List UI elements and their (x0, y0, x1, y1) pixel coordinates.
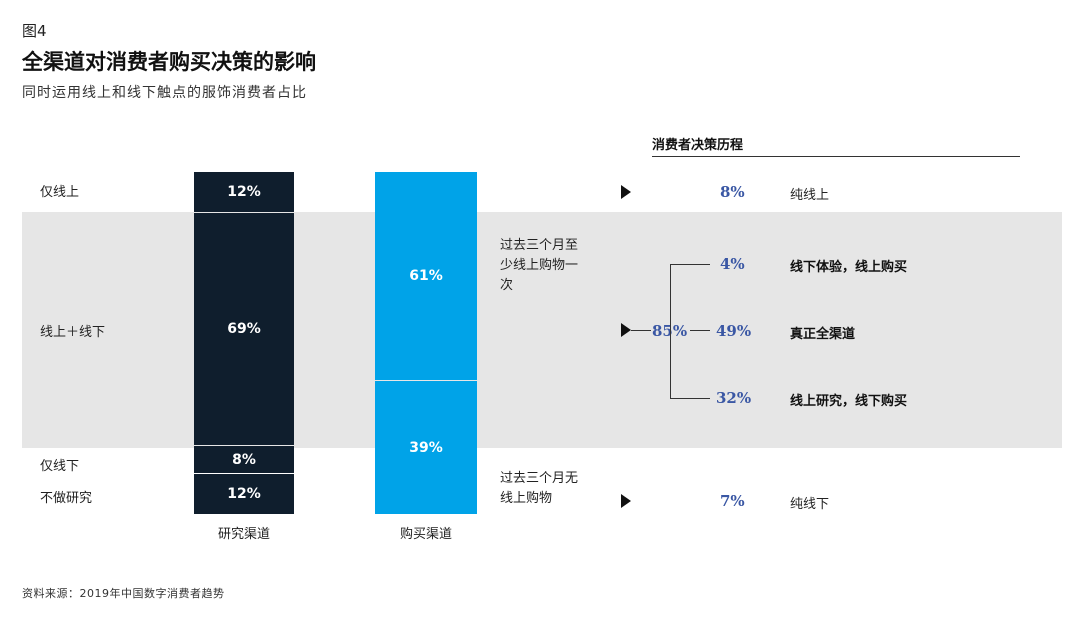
source-note: 资料来源：2019年中国数字消费者趋势 (22, 587, 225, 600)
bar-value-label: 39% (409, 439, 443, 456)
journey-online-only-pct: 8% (720, 183, 745, 201)
x-label-purchase-channel: 购买渠道 (399, 527, 452, 542)
journey-omni-total-pct: 85% (652, 322, 687, 340)
arrow-right-icon (621, 185, 631, 199)
row-label-offline-only: 仅线下 (40, 459, 80, 474)
journey-omni-label-1: 线下体验，线上购买 (790, 260, 908, 275)
chart-subtitle: 同时运用线上和线下触点的服饰消费者占比 (22, 85, 307, 101)
journey-omni-label-3: 线上研究，线下购买 (790, 394, 908, 409)
bracket-label-offline-purchase: 过去三个月无 线上购物 (500, 471, 579, 506)
x-label-research-channel: 研究渠道 (217, 527, 270, 542)
bracket-label-online-purchase: 过去三个月至 少线上购物一次 (500, 238, 579, 293)
journey-omni-pct-3: 32% (716, 389, 752, 407)
bar-value-label: 8% (232, 451, 256, 468)
arrow-right-icon (621, 323, 631, 337)
research-bar-segment-no-research: 12% (194, 474, 294, 514)
journey-omni-label-2: 真正全渠道 (790, 327, 856, 342)
research-channel-bar: 12% 69% 8% 12% (194, 172, 294, 514)
connector-line (631, 330, 651, 331)
arrow-right-icon (621, 494, 631, 508)
research-bar-segment-online-only: 12% (194, 172, 294, 212)
journey-offline-only-pct: 7% (720, 492, 745, 510)
row-label-no-research: 不做研究 (40, 491, 93, 506)
purchase-bar-segment-offline: 39% (375, 381, 477, 514)
tree-branch-line (670, 398, 710, 399)
journey-offline-only-label: 纯线下 (790, 497, 830, 512)
tree-vertical-line (670, 264, 671, 398)
research-bar-segment-offline-only: 8% (194, 446, 294, 473)
purchase-channel-bar: 61% 39% (375, 172, 477, 514)
journey-omni-pct-1: 4% (720, 255, 745, 273)
tree-branch-line (670, 264, 710, 265)
bar-value-label: 61% (409, 268, 443, 284)
tree-branch-line (690, 330, 710, 331)
purchase-bar-segment-online: 61% (375, 172, 477, 380)
figure-label: 图4 (22, 22, 47, 40)
row-label-online-offline: 线上＋线下 (40, 325, 106, 340)
bar-value-label: 12% (227, 184, 261, 200)
journey-title: 消费者决策历程 (652, 138, 744, 153)
row-label-online-only: 仅线上 (40, 185, 80, 200)
chart-title: 全渠道对消费者购买决策的影响 (22, 49, 316, 74)
journey-omni-pct-2: 49% (716, 322, 752, 340)
journey-title-rule (652, 156, 1020, 157)
research-bar-segment-online-offline: 69% (194, 213, 294, 445)
journey-online-only-label: 纯线上 (790, 188, 830, 203)
bar-value-label: 12% (227, 486, 261, 502)
bar-value-label: 69% (227, 321, 261, 337)
